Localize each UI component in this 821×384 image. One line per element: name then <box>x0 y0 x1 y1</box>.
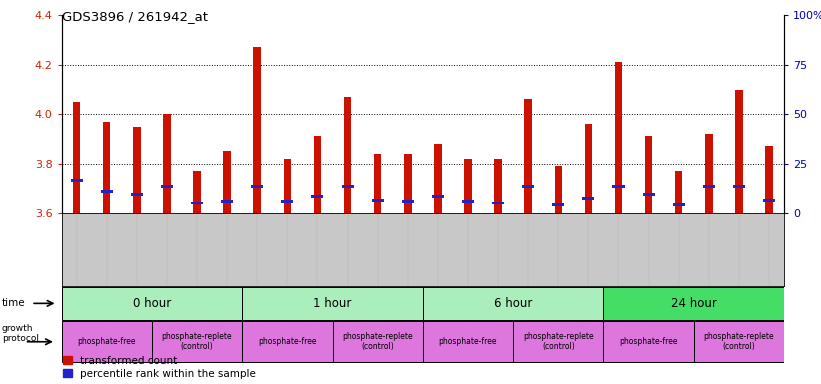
Bar <box>223 151 231 213</box>
Bar <box>554 166 562 213</box>
Bar <box>342 185 354 189</box>
Bar <box>251 185 264 189</box>
Bar <box>152 321 242 362</box>
Bar <box>401 200 414 203</box>
Bar <box>432 195 444 198</box>
Bar <box>314 136 321 213</box>
Text: time: time <box>2 298 25 308</box>
Bar <box>242 321 333 362</box>
Bar <box>282 200 293 203</box>
Text: phosphate-replete
(control): phosphate-replete (control) <box>523 332 594 351</box>
Legend: transformed count, percentile rank within the sample: transformed count, percentile rank withi… <box>62 356 256 379</box>
Text: phosphate-free: phosphate-free <box>619 337 678 346</box>
Bar <box>73 102 80 213</box>
Bar <box>694 321 784 362</box>
Bar <box>254 48 261 213</box>
Bar <box>462 200 474 203</box>
Bar <box>133 127 140 213</box>
Bar <box>643 193 654 196</box>
Bar <box>494 159 502 213</box>
Text: growth
protocol: growth protocol <box>2 324 39 343</box>
Bar <box>582 197 594 200</box>
Bar <box>71 179 83 182</box>
Bar <box>603 287 784 320</box>
Bar <box>62 287 242 320</box>
Bar <box>372 199 383 202</box>
Bar <box>763 199 775 202</box>
Text: phosphate-free: phosphate-free <box>258 337 317 346</box>
Bar <box>191 202 203 204</box>
Bar <box>311 195 323 198</box>
Text: 1 hour: 1 hour <box>314 297 351 310</box>
Bar <box>513 321 603 362</box>
Bar <box>644 136 653 213</box>
Bar <box>464 159 472 213</box>
Bar <box>492 202 504 204</box>
Bar <box>672 203 685 206</box>
Bar <box>404 154 411 213</box>
Bar <box>193 171 201 213</box>
Bar <box>242 287 423 320</box>
Bar <box>163 114 171 213</box>
Bar <box>131 193 143 196</box>
Bar <box>733 185 745 189</box>
Bar <box>705 134 713 213</box>
Text: phosphate-free: phosphate-free <box>438 337 498 346</box>
Bar <box>603 321 694 362</box>
Bar <box>423 287 603 320</box>
Bar <box>553 203 564 206</box>
Bar <box>283 159 291 213</box>
Text: 6 hour: 6 hour <box>494 297 532 310</box>
Bar <box>344 97 351 213</box>
Text: phosphate-free: phosphate-free <box>77 337 136 346</box>
Text: phosphate-replete
(control): phosphate-replete (control) <box>342 332 413 351</box>
Text: phosphate-replete
(control): phosphate-replete (control) <box>704 332 774 351</box>
Bar <box>765 146 773 213</box>
Bar <box>522 185 534 189</box>
Text: 0 hour: 0 hour <box>133 297 171 310</box>
Bar <box>101 190 112 194</box>
Bar <box>221 200 233 203</box>
Bar <box>423 321 513 362</box>
Bar <box>675 171 682 213</box>
Bar <box>615 62 622 213</box>
Bar <box>703 185 715 189</box>
Bar <box>525 99 532 213</box>
Bar <box>434 144 442 213</box>
Text: phosphate-replete
(control): phosphate-replete (control) <box>162 332 232 351</box>
Bar <box>161 185 173 189</box>
Bar <box>103 122 111 213</box>
Text: GDS3896 / 261942_at: GDS3896 / 261942_at <box>62 10 208 23</box>
Bar <box>333 321 423 362</box>
Text: 24 hour: 24 hour <box>671 297 717 310</box>
Bar <box>735 89 743 213</box>
Bar <box>612 185 625 189</box>
Bar <box>62 321 152 362</box>
Bar <box>374 154 382 213</box>
Bar <box>585 124 592 213</box>
